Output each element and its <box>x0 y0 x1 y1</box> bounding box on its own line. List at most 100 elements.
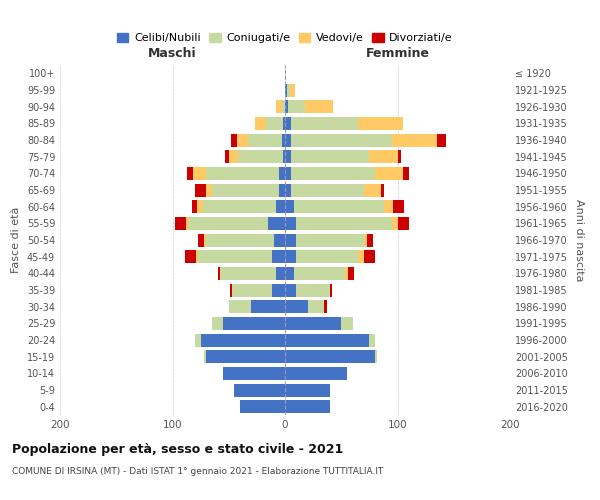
Bar <box>358 117 403 130</box>
Bar <box>274 234 285 246</box>
Bar <box>364 234 367 246</box>
Bar <box>285 400 330 413</box>
Bar <box>305 100 334 113</box>
Bar <box>266 117 283 130</box>
Bar <box>285 217 296 230</box>
Bar <box>380 184 384 196</box>
Bar <box>358 250 364 263</box>
Bar <box>285 300 308 313</box>
Bar <box>212 317 223 330</box>
Bar <box>367 234 373 246</box>
Bar <box>206 167 280 180</box>
Bar <box>392 217 398 230</box>
Bar <box>280 167 285 180</box>
Bar <box>223 367 285 380</box>
Bar <box>290 184 364 196</box>
Bar <box>193 167 206 180</box>
Bar <box>229 150 238 163</box>
Bar <box>251 300 285 313</box>
Bar <box>285 150 290 163</box>
Bar <box>195 184 206 196</box>
Bar <box>283 117 285 130</box>
Text: COMUNE DI IRSINA (MT) - Dati ISTAT 1° gennaio 2021 - Elaborazione TUTTITALIA.IT: COMUNE DI IRSINA (MT) - Dati ISTAT 1° ge… <box>12 468 383 476</box>
Bar <box>364 184 380 196</box>
Bar <box>206 184 212 196</box>
Bar <box>248 134 281 146</box>
Bar <box>271 250 285 263</box>
Bar <box>398 150 401 163</box>
Bar <box>218 267 220 280</box>
Bar <box>398 217 409 230</box>
Bar <box>348 267 353 280</box>
Bar <box>238 150 283 163</box>
Bar <box>294 267 344 280</box>
Bar <box>285 184 290 196</box>
Bar <box>200 334 285 346</box>
Bar <box>285 367 347 380</box>
Text: Femmine: Femmine <box>365 47 430 60</box>
Bar <box>204 350 206 363</box>
Bar <box>285 117 290 130</box>
Text: Maschi: Maschi <box>148 47 197 60</box>
Bar <box>375 167 403 180</box>
Bar <box>281 134 285 146</box>
Bar <box>290 150 370 163</box>
Bar <box>296 217 392 230</box>
Bar <box>276 100 281 113</box>
Bar <box>296 284 330 296</box>
Bar <box>271 284 285 296</box>
Bar <box>212 184 280 196</box>
Bar <box>370 150 398 163</box>
Bar <box>285 100 289 113</box>
Bar <box>285 167 290 180</box>
Bar <box>341 317 353 330</box>
Bar <box>287 84 290 96</box>
Bar <box>220 267 276 280</box>
Bar <box>254 117 266 130</box>
Bar <box>235 384 285 396</box>
Bar <box>195 334 200 346</box>
Bar <box>229 300 251 313</box>
Bar <box>285 317 341 330</box>
Bar <box>197 200 203 213</box>
Bar <box>285 284 296 296</box>
Bar <box>289 100 305 113</box>
Text: Popolazione per età, sesso e stato civile - 2021: Popolazione per età, sesso e stato civil… <box>12 442 343 456</box>
Bar <box>199 234 204 246</box>
Bar <box>199 250 271 263</box>
Bar <box>285 334 370 346</box>
Bar <box>190 217 268 230</box>
Bar <box>375 350 377 363</box>
Bar <box>240 400 285 413</box>
Bar <box>185 250 196 263</box>
Bar <box>392 134 437 146</box>
Bar <box>187 167 193 180</box>
Legend: Celibi/Nubili, Coniugati/e, Vedovi/e, Divorziati/e: Celibi/Nubili, Coniugati/e, Vedovi/e, Di… <box>113 28 457 48</box>
Bar <box>393 200 404 213</box>
Bar <box>196 250 199 263</box>
Bar <box>285 350 375 363</box>
Bar <box>285 200 294 213</box>
Bar <box>344 267 348 280</box>
Bar <box>290 84 295 96</box>
Bar <box>281 100 285 113</box>
Bar <box>285 134 290 146</box>
Bar <box>283 150 285 163</box>
Bar <box>330 284 332 296</box>
Bar <box>325 300 326 313</box>
Bar <box>290 134 392 146</box>
Bar <box>285 384 330 396</box>
Bar <box>285 234 296 246</box>
Bar <box>186 217 190 230</box>
Bar <box>290 167 375 180</box>
Bar <box>364 250 375 263</box>
Bar <box>290 117 358 130</box>
Bar <box>223 317 285 330</box>
Bar <box>206 350 285 363</box>
Bar <box>175 217 186 230</box>
Bar <box>268 217 285 230</box>
Bar <box>370 334 375 346</box>
Bar <box>204 234 206 246</box>
Bar <box>437 134 446 146</box>
Bar <box>231 134 236 146</box>
